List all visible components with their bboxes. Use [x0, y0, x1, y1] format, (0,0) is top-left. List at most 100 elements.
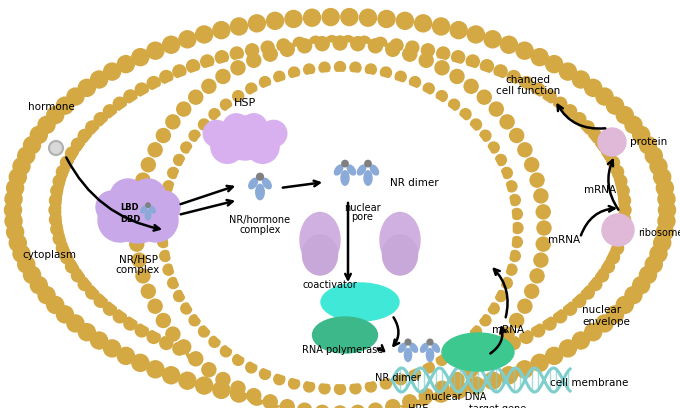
Circle shape [460, 109, 471, 120]
Circle shape [656, 180, 673, 197]
Circle shape [396, 12, 413, 29]
Circle shape [231, 18, 248, 35]
Text: cell function: cell function [496, 86, 560, 96]
Ellipse shape [313, 317, 377, 353]
Circle shape [351, 405, 364, 408]
Circle shape [147, 330, 160, 344]
Circle shape [614, 175, 627, 188]
Circle shape [543, 317, 556, 330]
Circle shape [509, 195, 520, 206]
Circle shape [405, 339, 411, 345]
Circle shape [5, 202, 22, 219]
Circle shape [163, 264, 174, 275]
Circle shape [617, 213, 630, 226]
Circle shape [573, 332, 590, 349]
Text: cell membrane: cell membrane [549, 378, 628, 388]
Text: nuclear: nuclear [343, 203, 380, 213]
Circle shape [437, 47, 449, 60]
Circle shape [277, 39, 290, 52]
Circle shape [358, 36, 371, 49]
Circle shape [319, 383, 330, 394]
Circle shape [135, 83, 148, 96]
Circle shape [134, 198, 178, 242]
Ellipse shape [335, 165, 343, 175]
Ellipse shape [432, 344, 439, 352]
Circle shape [211, 130, 244, 163]
Circle shape [10, 235, 27, 251]
Ellipse shape [168, 73, 512, 384]
Circle shape [437, 354, 447, 365]
Circle shape [56, 166, 69, 178]
Circle shape [560, 63, 577, 80]
Circle shape [186, 347, 200, 360]
Ellipse shape [303, 235, 337, 275]
Circle shape [31, 126, 48, 143]
Circle shape [617, 194, 630, 207]
Circle shape [90, 71, 107, 88]
Circle shape [406, 41, 419, 54]
Ellipse shape [420, 344, 428, 352]
Circle shape [163, 181, 174, 192]
Text: coactivator: coactivator [303, 280, 358, 290]
Circle shape [267, 12, 284, 29]
Circle shape [358, 371, 371, 384]
Circle shape [201, 352, 214, 365]
Circle shape [639, 137, 656, 154]
Circle shape [432, 385, 449, 402]
Circle shape [86, 286, 99, 299]
Circle shape [132, 354, 149, 371]
Circle shape [114, 97, 126, 110]
Circle shape [507, 337, 520, 350]
Circle shape [199, 326, 209, 337]
Circle shape [166, 115, 180, 129]
Circle shape [18, 256, 35, 273]
Circle shape [607, 251, 619, 264]
Circle shape [168, 277, 179, 288]
Circle shape [47, 106, 64, 124]
Circle shape [607, 306, 624, 323]
Circle shape [168, 167, 179, 178]
Circle shape [245, 44, 258, 57]
Circle shape [38, 116, 55, 133]
Circle shape [650, 245, 667, 262]
Circle shape [365, 64, 376, 75]
Circle shape [78, 129, 91, 142]
Circle shape [450, 69, 464, 84]
Circle shape [10, 169, 27, 186]
Circle shape [494, 342, 507, 355]
Circle shape [342, 160, 348, 167]
Circle shape [129, 221, 143, 235]
Circle shape [602, 214, 634, 246]
Circle shape [658, 191, 675, 208]
Circle shape [369, 403, 382, 408]
Ellipse shape [13, 17, 667, 403]
Circle shape [471, 326, 481, 337]
Circle shape [247, 389, 261, 403]
Circle shape [656, 224, 673, 240]
Text: changed: changed [505, 75, 551, 85]
Circle shape [650, 158, 667, 175]
Circle shape [319, 62, 330, 73]
Circle shape [484, 372, 501, 389]
Ellipse shape [410, 344, 418, 352]
Circle shape [510, 129, 524, 142]
Circle shape [196, 26, 213, 43]
Circle shape [607, 156, 619, 169]
Circle shape [24, 137, 41, 154]
Text: nuclear: nuclear [582, 305, 621, 315]
Circle shape [181, 303, 192, 314]
Text: NR/hormone: NR/hormone [229, 215, 290, 225]
Ellipse shape [300, 213, 340, 268]
Circle shape [179, 31, 196, 48]
Text: complex: complex [116, 265, 160, 275]
Circle shape [61, 251, 73, 264]
Circle shape [403, 47, 417, 61]
Circle shape [532, 324, 545, 337]
Ellipse shape [341, 171, 349, 185]
Circle shape [601, 147, 615, 160]
Circle shape [501, 277, 512, 288]
Text: HSP: HSP [234, 98, 256, 108]
Circle shape [293, 37, 306, 50]
Ellipse shape [62, 49, 618, 371]
Ellipse shape [262, 178, 271, 189]
